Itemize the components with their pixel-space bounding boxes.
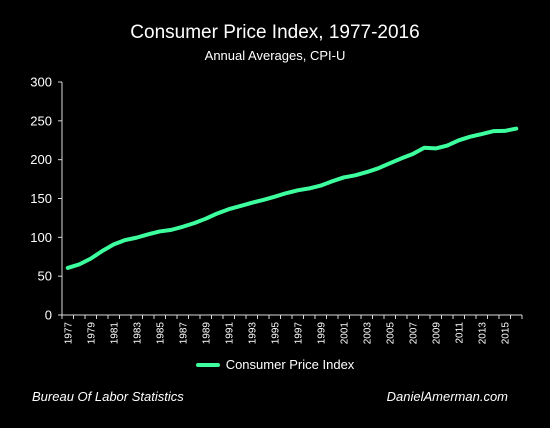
- x-tick-label: 1989: [201, 322, 212, 345]
- y-tick-label: 100: [30, 230, 52, 245]
- y-tick-label: 0: [45, 308, 52, 323]
- x-tick-label: 1987: [178, 322, 189, 345]
- chart-subtitle: Annual Averages, CPI-U: [204, 48, 346, 63]
- x-tick-label: 1979: [86, 322, 97, 345]
- y-tick-label: 50: [38, 269, 52, 284]
- credit-note: DanielAmerman.com: [386, 389, 508, 404]
- x-tick-label: 1977: [63, 322, 74, 345]
- x-tick-label: 2001: [339, 322, 350, 345]
- y-tick-label: 300: [30, 75, 52, 90]
- x-tick-label: 1995: [270, 322, 281, 345]
- x-tick-label: 2003: [362, 322, 373, 345]
- series-line-consumer-price-index: [65, 126, 519, 270]
- x-tick-label: 2005: [385, 322, 396, 345]
- x-tick-label: 1993: [247, 322, 258, 345]
- x-tick-label: 1981: [109, 322, 120, 345]
- source-note: Bureau Of Labor Statistics: [32, 389, 184, 404]
- x-tick-label: 1991: [224, 322, 235, 345]
- chart-title: Consumer Price Index, 1977-2016: [130, 22, 420, 43]
- legend: Consumer Price Index: [0, 357, 550, 372]
- x-tick-label: 1999: [316, 322, 327, 345]
- x-tick-label: 2015: [500, 322, 511, 345]
- x-tick-label: 1985: [155, 322, 166, 345]
- y-tick-label: 250: [30, 113, 52, 128]
- y-tick-label: 150: [30, 191, 52, 206]
- x-tick-label: 2009: [431, 322, 442, 345]
- y-tick-label: 200: [30, 152, 52, 167]
- x-tick-label: 1997: [293, 322, 304, 345]
- legend-label: Consumer Price Index: [225, 357, 355, 372]
- x-tick-label: 2007: [408, 322, 419, 345]
- x-tick-label: 2013: [477, 322, 488, 345]
- legend-swatch: [195, 362, 220, 367]
- x-tick-label: 1983: [132, 322, 143, 345]
- x-tick-label: 2011: [454, 322, 465, 344]
